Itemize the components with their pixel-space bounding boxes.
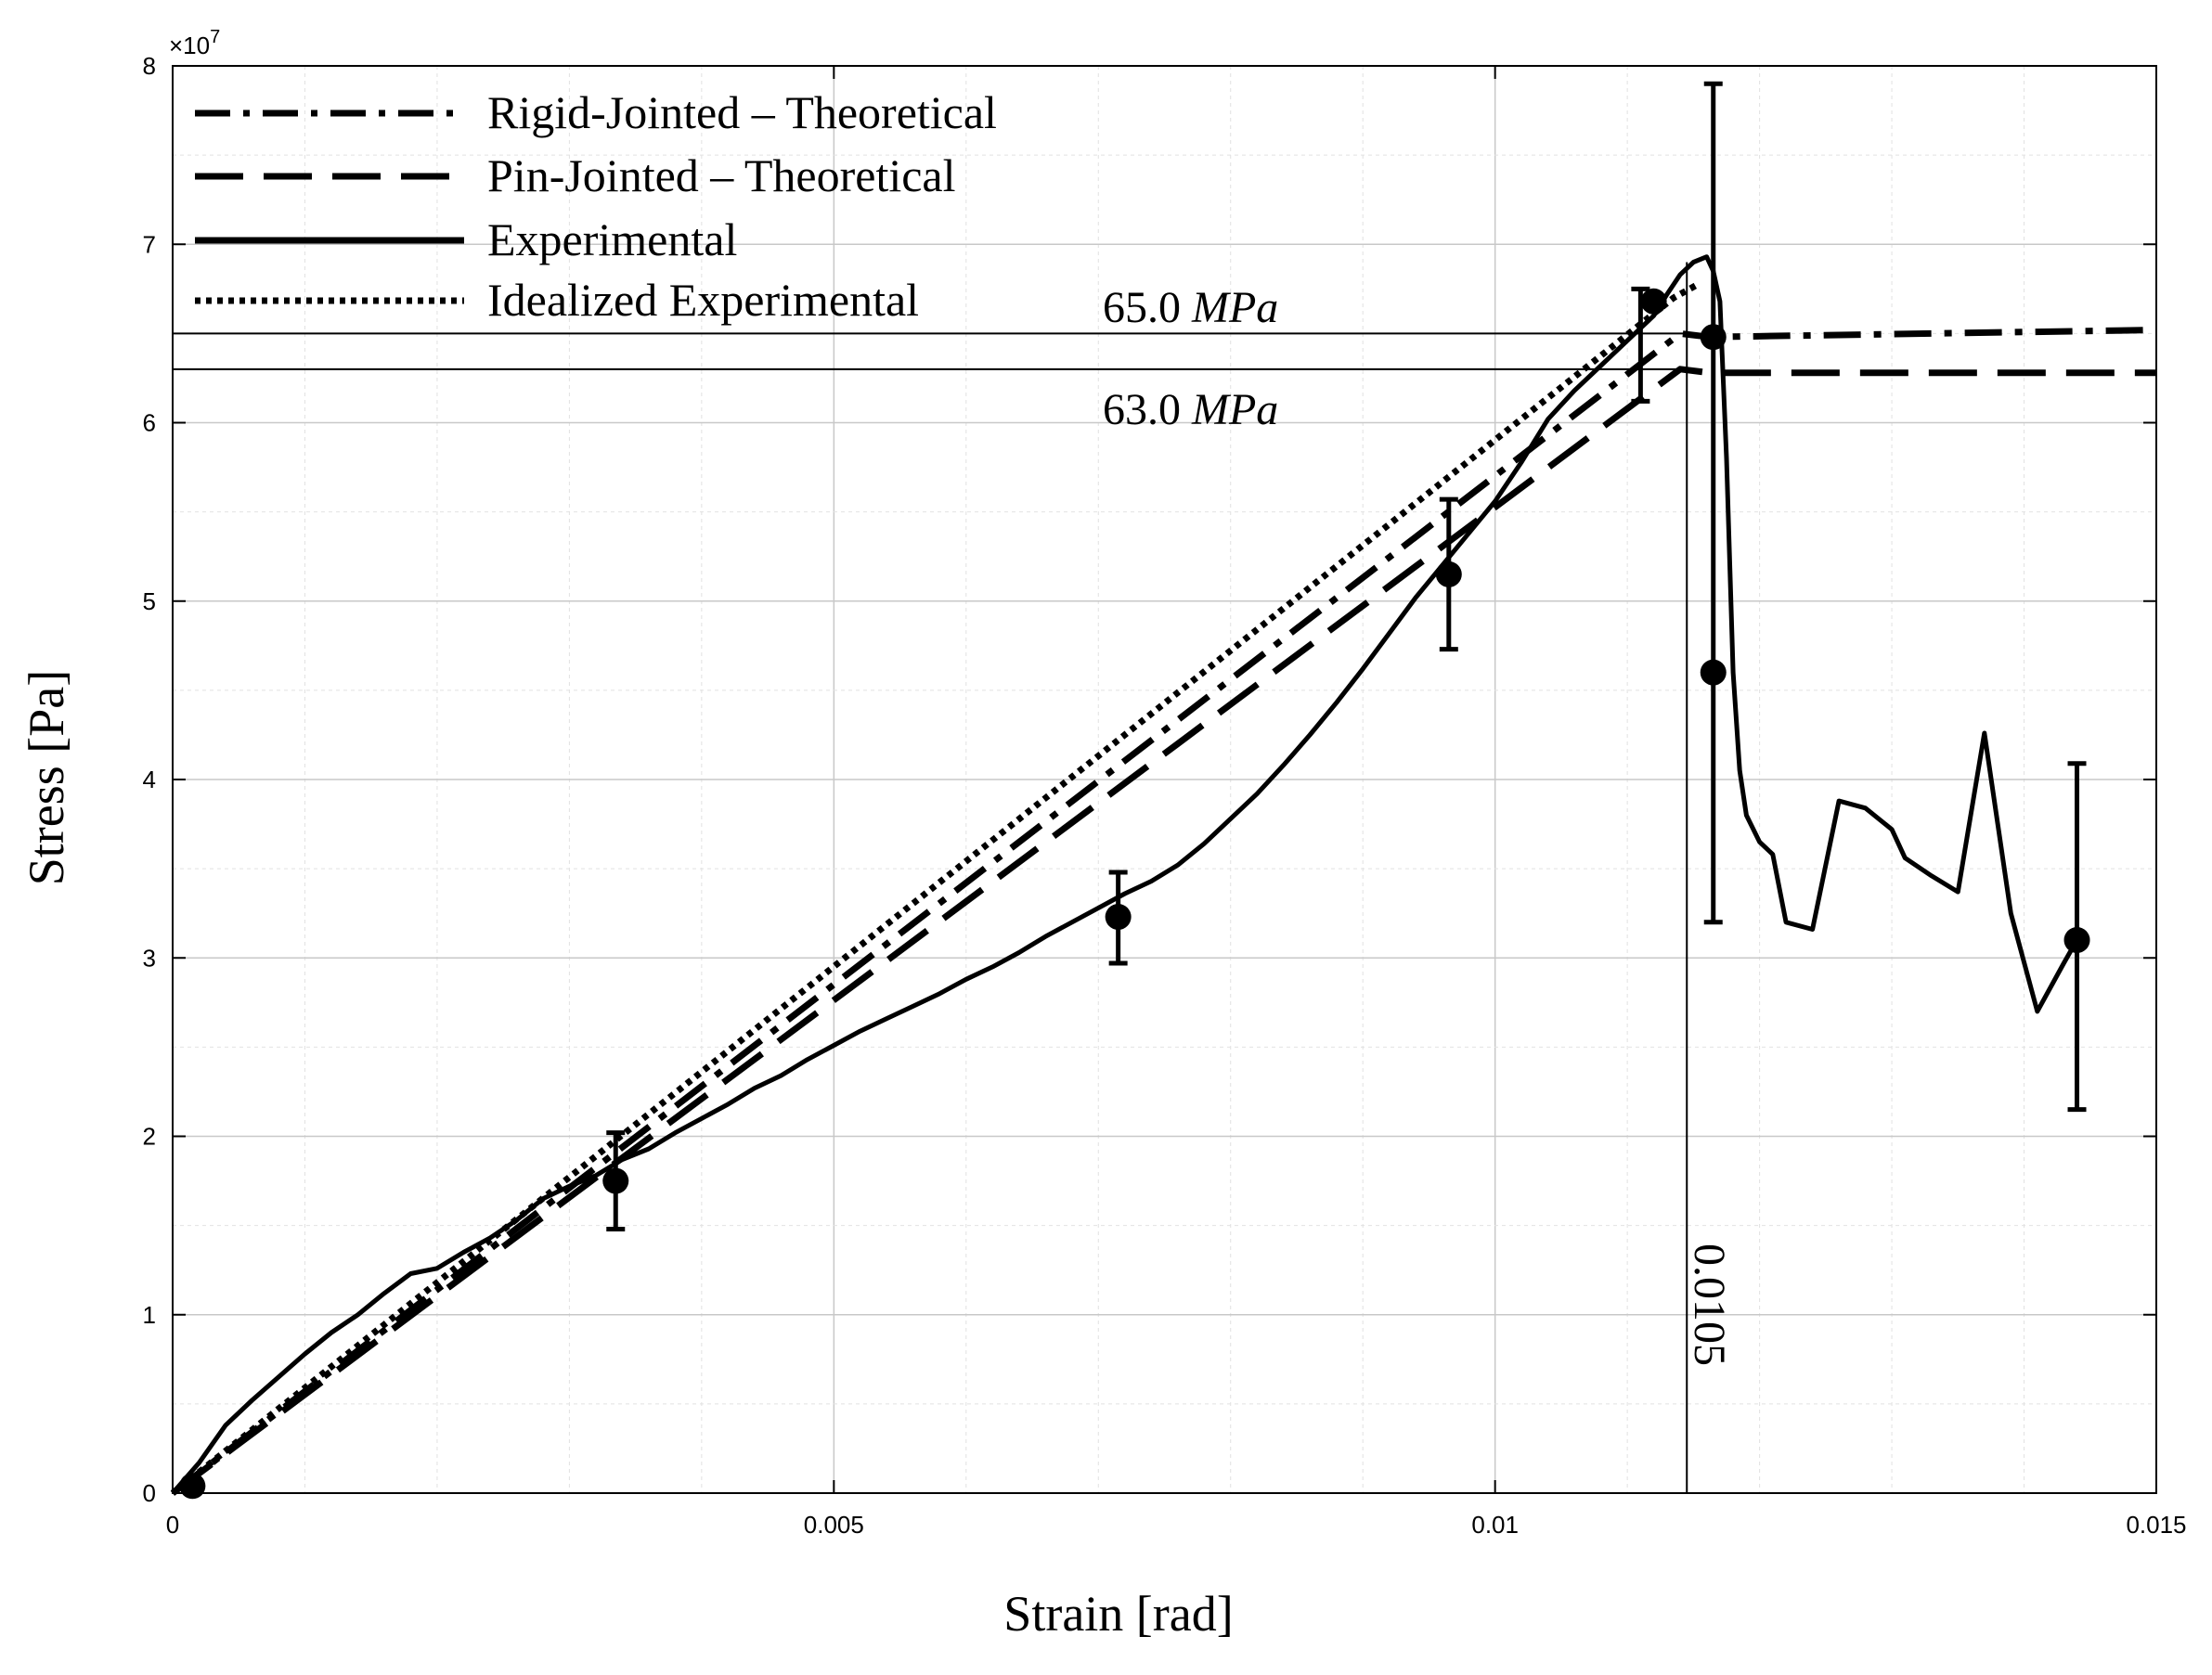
reference-lines	[173, 262, 1688, 1493]
data-point-marker	[1105, 904, 1132, 931]
axis-ticks: 0 0.005 0.01 0.015 0 1 2 3 4 5 6 7 8	[143, 52, 2187, 1539]
data-point-marker	[602, 1167, 629, 1194]
x-tick-label: 0	[166, 1511, 179, 1539]
series-line-dashed	[170, 366, 2156, 1496]
annotation-63mpa: 63.0 MPa	[1103, 385, 1278, 434]
legend: Rigid-Jointed – Theoretical Pin-Jointed …	[195, 86, 997, 326]
data-point-marker	[1700, 324, 1727, 351]
y-tick-label: 5	[143, 587, 156, 615]
y-exponent-label: ×107	[169, 27, 220, 59]
data-point-marker	[2063, 927, 2090, 954]
legend-label-pin: Pin-Jointed – Theoretical	[487, 149, 956, 201]
y-tick-label: 0	[143, 1479, 156, 1507]
data-series	[170, 254, 2157, 1496]
legend-label-idealized: Idealized Experimental	[487, 274, 919, 326]
data-markers	[179, 288, 2090, 1500]
y-tick-label: 4	[143, 766, 156, 793]
data-point-marker	[179, 1473, 206, 1500]
series-line-dashdot	[170, 327, 2157, 1496]
legend-label-rigid: Rigid-Jointed – Theoretical	[487, 86, 997, 138]
grid-lines	[172, 65, 2157, 1494]
y-tick-label: 6	[143, 409, 156, 437]
series-line-dotted	[170, 282, 1698, 1496]
x-tick-label: 0.005	[804, 1511, 864, 1539]
series-line-solid	[171, 254, 2079, 1495]
y-tick-label: 3	[143, 944, 156, 972]
error-bars	[606, 81, 2087, 1231]
y-tick-label: 8	[143, 52, 156, 80]
y-axis-label: Stress [Pa]	[19, 670, 74, 885]
legend-label-experimental: Experimental	[487, 213, 737, 265]
annotation-strain-0105: 0.0105	[1685, 1243, 1734, 1366]
y-tick-label: 1	[143, 1301, 156, 1329]
data-point-marker	[1435, 560, 1462, 587]
x-axis-label: Strain [rad]	[1003, 1586, 1233, 1642]
x-tick-label: 0.015	[2126, 1511, 2186, 1539]
y-tick-label: 7	[143, 230, 156, 258]
y-tick-label: 2	[143, 1123, 156, 1151]
data-point-marker	[1700, 659, 1727, 686]
annotation-65mpa: 65.0 MPa	[1103, 283, 1278, 332]
x-tick-label: 0.01	[1471, 1511, 1519, 1539]
data-point-marker	[1640, 288, 1667, 315]
